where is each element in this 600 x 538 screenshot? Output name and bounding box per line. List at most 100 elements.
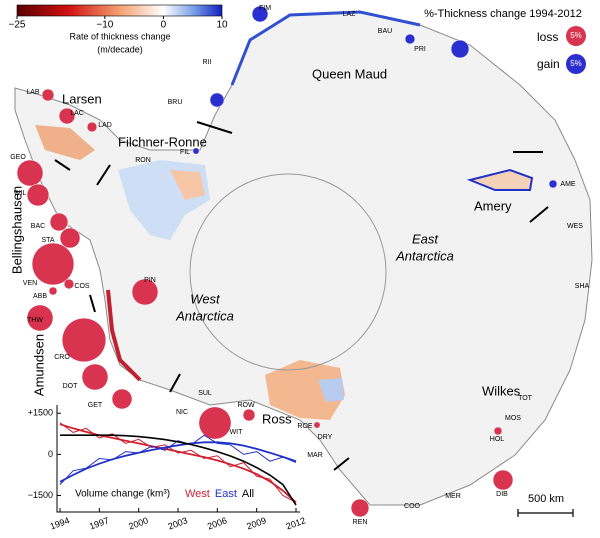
shelf-circle <box>86 121 98 133</box>
shelf-circle <box>198 406 232 440</box>
boundary <box>54 159 71 171</box>
legend-gain: gain <box>537 57 560 71</box>
shelf-circle <box>450 39 470 59</box>
colorbar-tick-label: −25 <box>9 20 26 31</box>
shelf-circle <box>548 179 558 189</box>
legend-entry: East <box>215 488 237 500</box>
shelf-circle <box>350 498 370 518</box>
shelf-label: BAU <box>378 28 392 35</box>
shelf-label: FIM <box>259 5 271 12</box>
y-tick-label: +1500 <box>28 408 53 418</box>
shelf-label: SHA <box>575 283 590 290</box>
shelf-label: DIB <box>496 491 508 498</box>
region-label: Ross <box>262 411 292 426</box>
region-label: Antarctica <box>175 308 234 323</box>
shelf-label: WES <box>567 223 583 230</box>
shelf-label: NIC <box>176 409 188 416</box>
shelf-circle <box>16 159 44 187</box>
scale-bar <box>517 509 574 517</box>
shelf-label: RII <box>203 59 212 66</box>
x-tick-label: 2000 <box>127 515 149 531</box>
boundary-lines <box>54 121 549 471</box>
shelf-circle <box>58 107 76 125</box>
colorbar-tick-label: 10 <box>216 20 228 31</box>
shelf-circle <box>192 147 200 155</box>
legend-circle <box>566 26 586 46</box>
colorbar-label: Rate of thickness change <box>69 31 170 41</box>
shelf-circle <box>251 5 269 23</box>
shelf-label: COS <box>74 283 90 290</box>
ronne-loss <box>170 170 205 200</box>
region-label: Wilkes <box>482 383 521 398</box>
shelf-label: LAC <box>70 110 84 117</box>
colorbar-unit: (m/decade) <box>97 44 143 54</box>
x-tick-label: 2006 <box>206 515 228 531</box>
shelf-label: WIL <box>14 190 27 197</box>
shelf-label: COO <box>404 503 421 510</box>
region-label: Queen Maud <box>312 66 387 81</box>
region-label: Amery <box>474 198 512 213</box>
shelf-label: HOL <box>490 436 505 443</box>
shelf-label: DRY <box>318 434 333 441</box>
shelf-circle <box>31 242 75 286</box>
x-tick-label: 2003 <box>167 515 189 531</box>
amery-shelf <box>466 168 534 191</box>
legend-entry: West <box>185 488 210 500</box>
shelf-label: SUL <box>198 390 212 397</box>
legend-loss: loss <box>537 30 558 44</box>
boundary <box>96 164 111 186</box>
shelf-circle <box>313 421 321 429</box>
boundary <box>196 121 233 134</box>
region-label: West <box>190 291 221 306</box>
legend-circle <box>566 54 586 74</box>
shelf-label: THW <box>27 317 43 324</box>
shelf-label: CRO <box>54 354 70 361</box>
region-label: Bellingshausen <box>9 186 24 274</box>
shelf-label: MAR <box>307 452 323 459</box>
shelf-label: TOT <box>518 395 533 402</box>
shelf-circle <box>131 278 159 306</box>
legend-size-label: 5% <box>570 31 582 40</box>
y-tick-label: −1500 <box>28 490 53 500</box>
fit-line <box>59 441 297 483</box>
shelf-circle <box>26 304 54 332</box>
shelf-label: PRI <box>414 46 426 53</box>
amundsen-coast <box>106 289 142 382</box>
shelf-label: ABB <box>33 293 47 300</box>
shelf-label: AME <box>560 181 576 188</box>
shelf-circle <box>63 278 75 290</box>
shelf-circle <box>48 286 58 296</box>
region-label: Larsen <box>62 91 102 106</box>
shelf-circle <box>26 183 50 207</box>
colorbar <box>16 4 223 17</box>
series-line <box>59 434 297 485</box>
antarctica <box>14 11 593 506</box>
shelf-circle <box>41 88 55 102</box>
ross-gain <box>318 378 344 402</box>
shelf-label: BAC <box>31 223 45 230</box>
shelf-label: VEN <box>23 280 37 287</box>
shelf-circle <box>209 92 225 108</box>
shelf-label: REN <box>353 519 368 526</box>
shelf-label: BRU <box>168 99 183 106</box>
region-label: Antarctica <box>395 248 454 263</box>
shelf-label: GET <box>88 402 103 409</box>
shelf-label: FIL <box>180 149 190 156</box>
shelf-circle <box>493 426 503 436</box>
shelf-circle <box>49 212 69 232</box>
larsen-shelf <box>35 125 95 160</box>
shelf-circle <box>492 469 514 491</box>
colorbar-tick-label: 0 <box>161 20 167 31</box>
shelf-label: WIT <box>230 429 244 436</box>
colorbar-tick-label: −10 <box>96 20 113 31</box>
shelf-label: DOT <box>63 383 79 390</box>
pole-circle <box>189 173 387 371</box>
shelf-label: STA <box>41 237 54 244</box>
shelf-label: PIN <box>144 277 156 284</box>
shelf-circle <box>61 317 107 363</box>
shelf-circle <box>81 363 109 391</box>
inset-y-label: Volume change (km³) <box>75 489 170 500</box>
legend-entry: All <box>242 488 254 500</box>
